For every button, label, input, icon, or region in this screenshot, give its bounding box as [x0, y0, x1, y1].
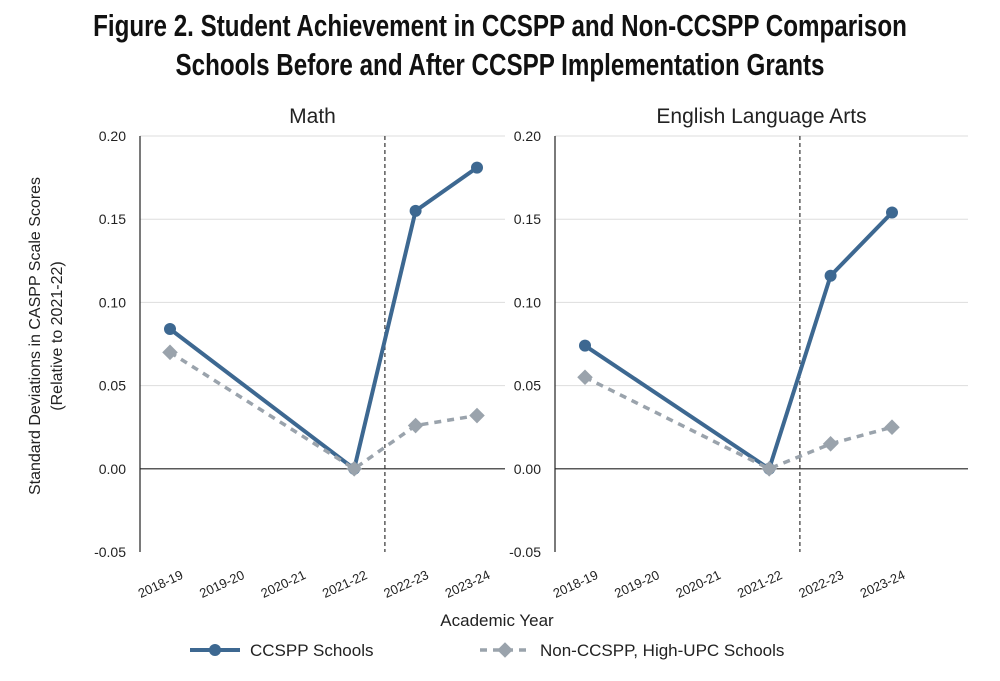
y-tick-label: 0.20 — [514, 128, 541, 144]
x-tick-label: 2019-20 — [197, 567, 247, 601]
ccspp-series-line — [168, 165, 479, 473]
x-axis-label: Academic Year — [440, 611, 554, 630]
x-tick-label: 2022-23 — [381, 567, 431, 601]
x-tick-label: 2018-19 — [136, 567, 186, 601]
y-tick-label: 0.00 — [514, 461, 541, 477]
comparison-data-point — [577, 369, 593, 386]
y-tick-label: 0.10 — [514, 294, 541, 310]
ccspp-data-point — [409, 204, 422, 217]
y-tick-label: 0.20 — [99, 128, 126, 144]
comparison-series-line — [169, 350, 478, 471]
x-tick-label: 2023-24 — [858, 567, 908, 601]
x-tick-label: 2023-24 — [443, 567, 493, 601]
panel-title: English Language Arts — [656, 105, 866, 128]
y-axis-label-line1: Standard Deviations in CASPP Scale Score… — [27, 177, 44, 495]
ccspp-data-point — [824, 269, 837, 282]
y-tick-label: 0.15 — [514, 211, 541, 227]
y-tick-label: 0.15 — [99, 211, 126, 227]
x-tick-label: 2019-20 — [612, 567, 662, 601]
x-tick-label: 2018-19 — [551, 567, 601, 601]
panel-title: Math — [289, 105, 336, 128]
ccspp-data-point — [471, 161, 483, 174]
legend-ccspp-marker — [209, 644, 221, 656]
legend-ccspp-label: CCSPP Schools — [250, 641, 373, 660]
x-tick-label: 2021-22 — [735, 567, 785, 601]
ccspp-data-point — [164, 323, 176, 336]
y-tick-label: -0.05 — [94, 544, 126, 560]
x-tick-label: 2020-21 — [258, 567, 308, 601]
y-axis-label-line2: (Relative to 2021-22) — [49, 261, 66, 410]
comparison-data-point — [884, 419, 900, 435]
y-tick-label: 0.00 — [99, 461, 126, 477]
legend-comparison-marker — [497, 642, 513, 658]
comparison-data-point — [407, 417, 424, 434]
ccspp-data-point — [579, 339, 591, 352]
legend-comparison-label: Non-CCSPP, High-UPC Schools — [540, 641, 784, 660]
y-tick-label: 0.10 — [99, 294, 126, 310]
ccspp-series-line — [583, 211, 894, 472]
comparison-data-point — [162, 344, 178, 361]
comparison-data-point — [822, 436, 839, 452]
ccspp-data-point — [886, 206, 898, 219]
figure-title-line2: Schools Before and After CCSPP Implement… — [175, 47, 825, 82]
comparison-series-line — [584, 375, 893, 471]
y-tick-label: -0.05 — [509, 544, 541, 560]
y-tick-label: 0.05 — [514, 378, 541, 394]
x-tick-label: 2022-23 — [796, 567, 846, 601]
x-tick-label: 2020-21 — [673, 567, 723, 601]
x-tick-label: 2021-22 — [320, 567, 370, 601]
y-tick-label: 0.05 — [99, 378, 126, 394]
comparison-data-point — [469, 407, 485, 424]
figure-title-line1: Figure 2. Student Achievement in CCSPP a… — [93, 8, 907, 43]
